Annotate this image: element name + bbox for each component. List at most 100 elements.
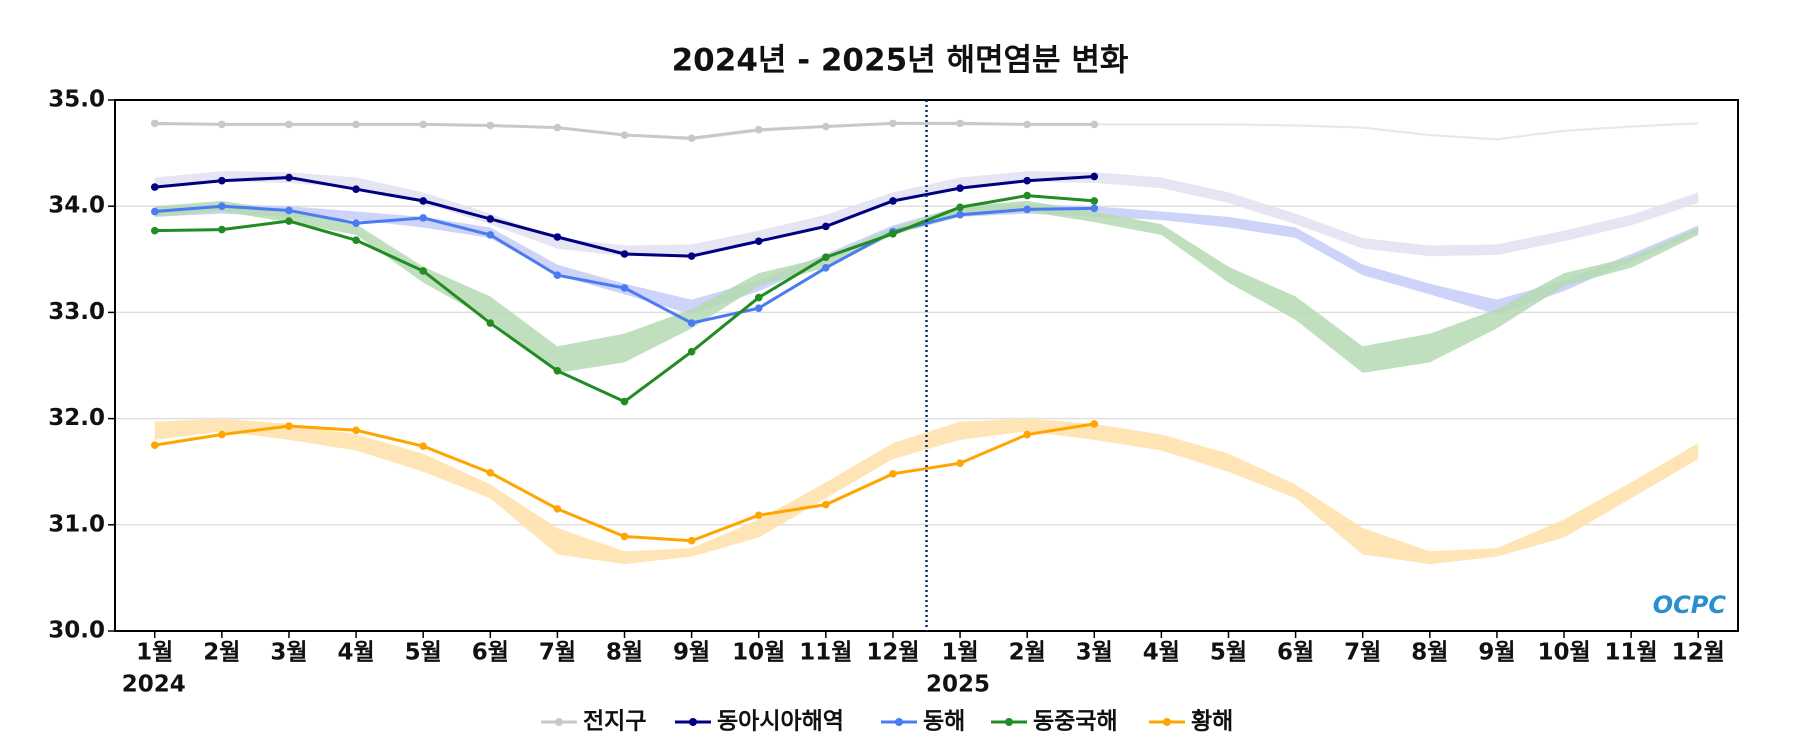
point: [687, 347, 696, 356]
x-tick-label: 8월: [1411, 640, 1448, 666]
point: [419, 442, 427, 451]
y-tick-label: 32.0: [48, 405, 105, 431]
x-tick-label: 2월: [1009, 640, 1046, 666]
point: [620, 532, 629, 541]
point: [1023, 120, 1031, 129]
point: [754, 293, 763, 302]
point: [620, 397, 629, 406]
point: [956, 459, 964, 468]
point: [687, 536, 696, 545]
x-tick-label: 10월: [732, 640, 785, 666]
point: [352, 120, 360, 129]
climatology-band: [154, 200, 1699, 373]
y-tick-label: 35.0: [48, 87, 105, 113]
point: [956, 203, 964, 212]
point: [419, 267, 427, 275]
point: [687, 134, 696, 143]
point: [754, 125, 763, 134]
point: [553, 367, 562, 375]
x-tick-label: 4월: [1143, 640, 1180, 666]
x-tick-label: 3월: [1076, 640, 1113, 666]
y-tick-label: 31.0: [48, 511, 105, 537]
point: [553, 505, 562, 513]
legend-swatch-dot: [555, 718, 563, 726]
y-tick-label: 34.0: [48, 193, 105, 219]
point: [486, 121, 495, 130]
point: [218, 202, 226, 210]
point: [285, 422, 293, 430]
point: [150, 207, 159, 216]
x-tick-label: 4월: [337, 640, 374, 666]
legend-swatch-dot: [689, 718, 697, 726]
x-tick-label: 9월: [1478, 640, 1515, 666]
x-tick-label: 7월: [539, 640, 576, 666]
x-tick-label: 10월: [1537, 640, 1590, 666]
point: [1023, 176, 1031, 185]
point: [1023, 191, 1031, 200]
point: [687, 319, 696, 327]
watermark: OCPC: [1653, 591, 1727, 619]
point: [754, 304, 763, 312]
x-tick-label: 6월: [1277, 640, 1314, 666]
point: [822, 263, 830, 272]
point: [218, 176, 226, 185]
x-tick-label: 9월: [673, 640, 710, 666]
series-line: [154, 194, 1095, 404]
point: [1090, 197, 1099, 205]
point: [754, 237, 763, 246]
climatology-band: [154, 418, 1699, 565]
x-tick-label: 7월: [1344, 640, 1381, 666]
legend-swatch-dot: [1005, 718, 1013, 726]
point: [822, 500, 830, 509]
point: [285, 206, 293, 215]
point: [218, 225, 226, 234]
point: [1090, 204, 1099, 213]
point: [352, 236, 360, 244]
legend-label: 동중국해: [1033, 709, 1118, 735]
point: [553, 271, 562, 280]
point: [150, 183, 159, 191]
legend-swatch-dot: [895, 718, 903, 726]
point: [1023, 205, 1031, 214]
year-label: 2025: [926, 672, 990, 698]
point: [486, 319, 495, 327]
point: [956, 184, 964, 192]
legend-label: 전지구: [583, 709, 646, 735]
legend-label: 동해: [923, 709, 965, 735]
x-tick-label: 12월: [866, 640, 919, 666]
point: [285, 173, 293, 182]
x-tick-label: 5월: [405, 640, 442, 666]
point: [889, 197, 897, 205]
point: [150, 226, 159, 235]
x-tick-label: 2월: [203, 640, 240, 666]
point: [1090, 420, 1099, 428]
year-label: 2024: [122, 672, 186, 698]
point: [285, 120, 293, 129]
point: [822, 222, 830, 231]
point: [889, 230, 897, 238]
x-tick-label: 8월: [606, 640, 643, 666]
point: [419, 214, 427, 222]
x-tick-label: 12월: [1672, 640, 1725, 666]
x-tick-label: 1월: [941, 640, 978, 666]
point: [1090, 120, 1099, 129]
legend-label: 황해: [1191, 709, 1233, 735]
point: [687, 252, 696, 260]
point: [620, 131, 629, 139]
point: [754, 511, 763, 520]
legend-swatch-dot: [1163, 718, 1171, 726]
point: [1023, 430, 1031, 439]
point: [352, 219, 360, 227]
point: [956, 210, 964, 219]
point: [486, 215, 495, 223]
y-tick-label: 30.0: [48, 618, 105, 644]
climatology-band: [154, 171, 1699, 257]
point: [419, 197, 427, 205]
x-tick-label: 1월: [136, 640, 173, 666]
point: [352, 426, 360, 435]
point: [218, 120, 226, 129]
y-tick-label: 33.0: [48, 299, 105, 325]
point: [620, 284, 629, 292]
point: [620, 250, 629, 258]
